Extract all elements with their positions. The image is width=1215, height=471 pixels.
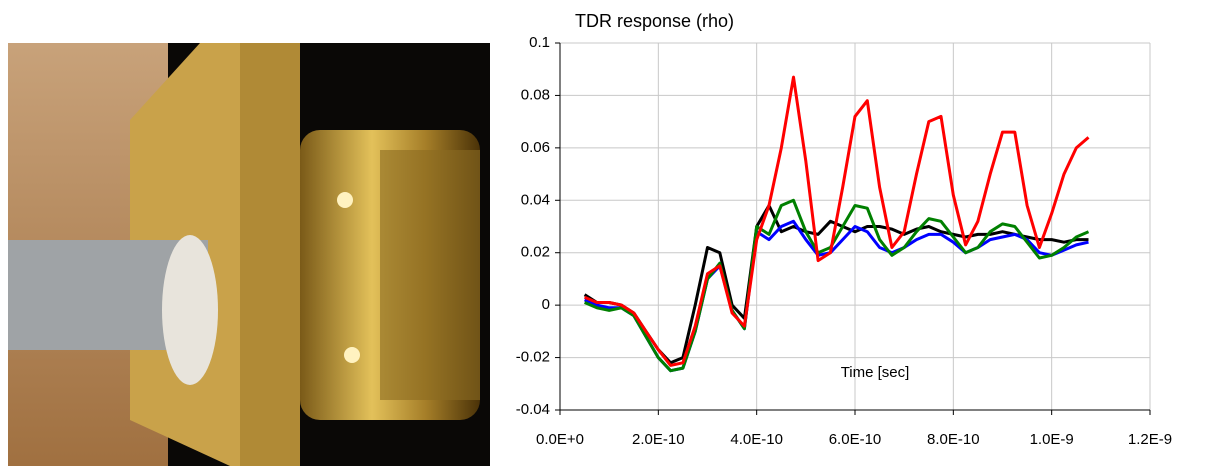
x-tick-label: 2.0E-10 — [632, 431, 685, 448]
y-tick-label: 0.1 — [529, 34, 550, 51]
series-line — [584, 198, 1090, 373]
y-tick-label: 0.06 — [521, 139, 550, 156]
y-tick-label: 0.08 — [521, 86, 550, 103]
x-axis-label: Time [sec] — [841, 364, 910, 381]
y-tick-label: -0.02 — [516, 349, 550, 366]
chart-title: TDR response (rho) — [575, 11, 734, 31]
photo — [8, 43, 490, 466]
x-tick-label: 8.0E-10 — [927, 431, 980, 448]
x-tick-label: 1.0E-9 — [1030, 431, 1074, 448]
series-line — [584, 75, 1090, 367]
series-line — [583, 204, 1089, 365]
y-tick-label: 0.04 — [521, 191, 550, 208]
y-tick-label: 0 — [542, 296, 550, 313]
x-tick-label: 1.2E-9 — [1128, 431, 1172, 448]
y-tick-label: -0.04 — [516, 401, 550, 418]
x-tick-label: 4.0E-10 — [730, 431, 783, 448]
x-tick-label: 0.0E+0 — [536, 431, 584, 448]
series-line — [584, 219, 1089, 373]
x-tick-label: 6.0E-10 — [829, 431, 882, 448]
y-tick-label: 0.02 — [521, 244, 550, 261]
